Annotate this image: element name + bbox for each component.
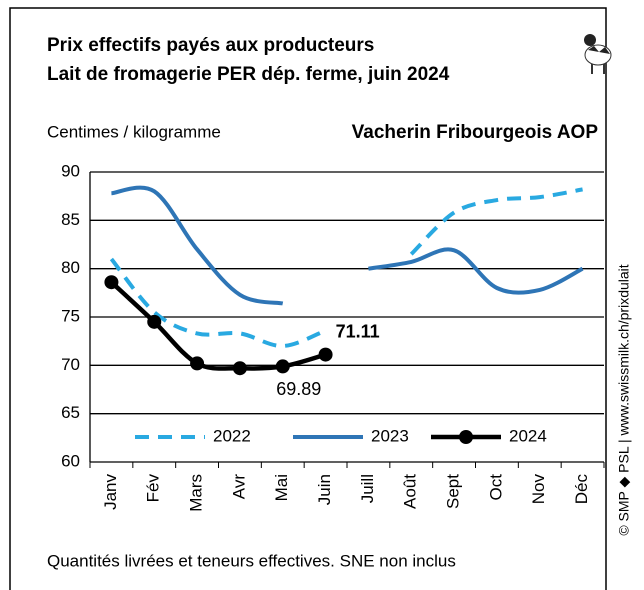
x-tick-label: Nov — [529, 474, 548, 505]
x-tick-label: Mai — [272, 474, 291, 501]
x-tick-label: Août — [401, 474, 420, 509]
point — [104, 275, 118, 289]
source: © SMP ◆ PSL | www.swissmilk.ch/prixdulai… — [616, 264, 632, 535]
legend-label: 2024 — [509, 426, 547, 445]
x-tick-label: Juill — [358, 474, 377, 503]
x-tick-label: Janv — [101, 474, 120, 510]
chart-title: Prix effectifs payés aux producteurs — [47, 35, 374, 56]
y-tick-label: 75 — [61, 306, 80, 325]
x-tick-label: Avr — [229, 474, 248, 500]
data-label: 71.11 — [336, 321, 380, 341]
x-tick-label: Sept — [444, 474, 463, 509]
legend-label: 2023 — [371, 426, 409, 445]
y-tick-label: 90 — [61, 161, 80, 180]
x-tick-label: Mars — [187, 474, 206, 512]
series-line — [368, 249, 582, 292]
y-tick-label: 80 — [61, 258, 80, 277]
cow-icon — [584, 34, 611, 74]
y-tick-label: 65 — [61, 403, 80, 422]
point — [147, 315, 161, 329]
point — [233, 361, 247, 375]
x-tick-label: Déc — [572, 474, 591, 505]
y-axis-label: Centimes / kilogramme — [47, 122, 221, 141]
point — [319, 348, 333, 362]
y-tick-label: 60 — [61, 451, 80, 470]
x-tick-label: Fév — [144, 474, 163, 503]
data-label: 69.89 — [276, 379, 321, 399]
y-tick-label: 70 — [61, 355, 80, 374]
legend-marker — [459, 430, 473, 444]
series-line — [111, 259, 325, 346]
product-label: Vacherin Fribourgeois AOP — [352, 122, 599, 143]
frame — [10, 8, 606, 590]
legend-label: 2022 — [213, 426, 251, 445]
chart: Prix effectifs payés aux producteurs Lai… — [0, 0, 644, 590]
chart-subtitle: Lait de fromagerie PER dép. ferme, juin … — [47, 64, 450, 85]
series-line — [411, 189, 582, 254]
point — [276, 359, 290, 373]
point — [190, 356, 204, 370]
note: Quantités livrées et teneurs effectives.… — [47, 551, 456, 570]
x-tick-label: Oct — [486, 474, 505, 501]
series-line — [111, 282, 325, 368]
y-tick-label: 85 — [61, 210, 80, 229]
series-line — [111, 188, 282, 304]
x-tick-label: Juin — [315, 474, 334, 505]
